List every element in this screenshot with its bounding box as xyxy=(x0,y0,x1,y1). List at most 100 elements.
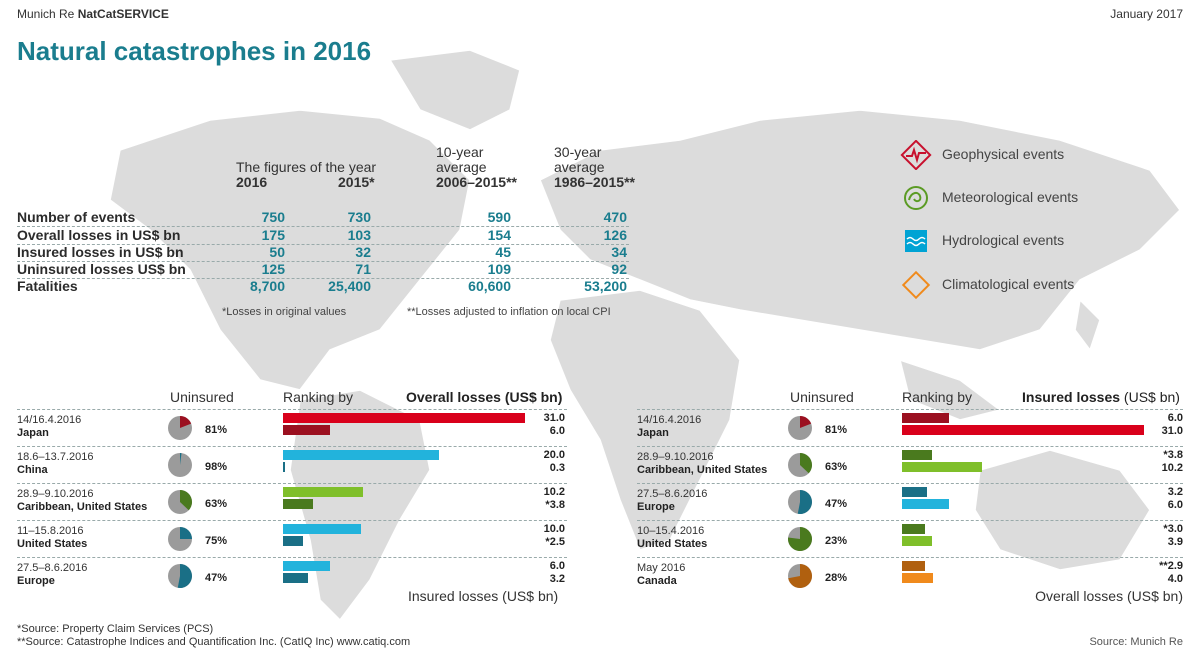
value-secondary: *3.8 xyxy=(545,499,565,511)
report-date: January 2017 xyxy=(1110,7,1183,21)
right-chart-title-main: Insured losses xyxy=(1022,389,1121,405)
bar-primary xyxy=(902,487,927,497)
bar-primary xyxy=(283,413,525,423)
event-row: 28.9–9.10.2016 Caribbean, United States … xyxy=(17,483,567,522)
value-2015: 32 xyxy=(355,244,371,260)
uninsured-percent: 63% xyxy=(825,461,848,473)
climatological-icon xyxy=(901,270,931,300)
col-header-2016-line2: The figures of the year xyxy=(236,159,377,175)
pie-insured-slice xyxy=(180,416,192,428)
legend-label: Hydrological events xyxy=(942,232,1065,248)
event-row: May 2016 Canada 28% **2.9 4.0 xyxy=(637,557,1183,596)
event-place: United States xyxy=(637,538,708,550)
row-label: Overall losses in US$ bn xyxy=(17,227,181,243)
bar-secondary xyxy=(902,573,934,583)
bar-primary xyxy=(902,413,949,423)
left-ranking-prefix: Ranking by xyxy=(283,389,354,405)
event-row: 14/16.4.2016 Japan 81% 31.0 6.0 xyxy=(17,409,567,448)
value-secondary: 3.2 xyxy=(549,573,565,585)
uninsured-percent: 28% xyxy=(825,572,848,584)
pie-insured-slice xyxy=(800,453,812,474)
pie-insured-slice xyxy=(177,564,192,588)
value-30yr: 126 xyxy=(603,227,627,243)
value-secondary: 6.0 xyxy=(1167,499,1183,511)
event-place: Caribbean, United States xyxy=(637,464,768,476)
geophysical-icon xyxy=(900,140,932,170)
value-10yr: 45 xyxy=(495,244,511,260)
right-chart-footer: Overall losses (US$ bn) xyxy=(1035,588,1183,604)
event-date: 11–15.8.2016 xyxy=(17,525,84,537)
value-secondary: 10.2 xyxy=(1161,462,1183,474)
summary-row: Number of events 750 730 590 470 xyxy=(17,208,629,227)
pie-insured-slice xyxy=(787,527,812,551)
value-10yr: 60,600 xyxy=(468,278,511,294)
event-date: 27.5–8.6.2016 xyxy=(637,488,708,500)
hydrological-icon xyxy=(905,230,927,252)
event-date: 27.5–8.6.2016 xyxy=(17,562,88,574)
value-primary: **2.9 xyxy=(1159,560,1183,572)
col-header-10yr-line2: average xyxy=(436,159,487,175)
bar-primary xyxy=(283,524,362,534)
bar-secondary xyxy=(902,425,1144,435)
uninsured-percent: 23% xyxy=(825,535,848,547)
value-2015: 71 xyxy=(355,261,371,277)
source-catiq: **Source: Catastrophe Indices and Quanti… xyxy=(17,636,411,648)
value-primary: *3.8 xyxy=(1163,449,1183,461)
value-30yr: 470 xyxy=(603,209,627,225)
row-label: Insured losses in US$ bn xyxy=(17,244,184,260)
uninsured-percent: 81% xyxy=(825,424,848,436)
value-primary: 10.0 xyxy=(543,523,565,535)
uninsured-pie xyxy=(788,416,812,440)
bar-secondary xyxy=(902,536,933,546)
event-date: 14/16.4.2016 xyxy=(637,414,702,426)
value-primary: *3.0 xyxy=(1163,523,1183,535)
uninsured-percent: 47% xyxy=(825,498,848,510)
value-secondary: *2.5 xyxy=(545,536,565,548)
value-30yr: 92 xyxy=(611,261,627,277)
event-date: 28.9–9.10.2016 xyxy=(637,451,714,463)
uninsured-pie xyxy=(788,564,812,588)
event-row: 11–15.8.2016 United States 75% 10.0 *2.5 xyxy=(17,520,567,559)
summary-row: Insured losses in US$ bn 50 32 45 34 xyxy=(17,243,629,262)
value-primary: 31.0 xyxy=(543,412,565,424)
col-header-2015: 2015* xyxy=(338,175,398,190)
event-row: 18.6–13.7.2016 China 98% 20.0 0.3 xyxy=(17,446,567,485)
uninsured-pie xyxy=(788,490,812,514)
col-header-2016: The figures of the year 2016 xyxy=(236,145,386,190)
value-30yr: 34 xyxy=(611,244,627,260)
uninsured-percent: 75% xyxy=(205,535,228,547)
value-secondary: 6.0 xyxy=(549,425,565,437)
uninsured-pie xyxy=(787,527,812,551)
meteorological-icon xyxy=(904,186,928,210)
event-row: 28.9–9.10.2016 Caribbean, United States … xyxy=(637,446,1183,485)
uninsured-pie xyxy=(168,527,192,551)
source-munich-re: Source: Munich Re xyxy=(1089,636,1183,648)
value-2016: 750 xyxy=(261,209,285,225)
pie-insured-slice xyxy=(788,564,812,588)
right-chart-title-unit: (US$ bn) xyxy=(1120,389,1180,405)
value-primary: 10.2 xyxy=(543,486,565,498)
event-place: United States xyxy=(17,538,88,550)
note-original-values: *Losses in original values xyxy=(222,306,347,318)
event-place: Japan xyxy=(637,427,669,439)
bar-secondary xyxy=(283,462,286,472)
event-date: 28.9–9.10.2016 xyxy=(17,488,94,500)
legend-label: Geophysical events xyxy=(942,146,1065,162)
source-pcs: *Source: Property Claim Services (PCS) xyxy=(17,623,214,635)
event-date: 18.6–13.7.2016 xyxy=(17,451,94,463)
col-header-2016-line1 xyxy=(236,145,386,160)
value-primary: 20.0 xyxy=(543,449,565,461)
bar-primary xyxy=(902,524,926,534)
event-date: May 2016 xyxy=(637,562,686,574)
bar-secondary xyxy=(283,425,330,435)
value-secondary: 4.0 xyxy=(1167,573,1183,585)
summary-row: Uninsured losses US$ bn 125 71 109 92 xyxy=(17,260,629,279)
value-2015: 730 xyxy=(347,209,371,225)
uninsured-pie xyxy=(788,453,812,477)
value-2016: 50 xyxy=(269,244,285,260)
row-label: Fatalities xyxy=(17,278,78,294)
summary-row: Overall losses in US$ bn 175 103 154 126 xyxy=(17,226,629,245)
event-place: Canada xyxy=(637,575,677,587)
bar-primary xyxy=(283,561,330,571)
